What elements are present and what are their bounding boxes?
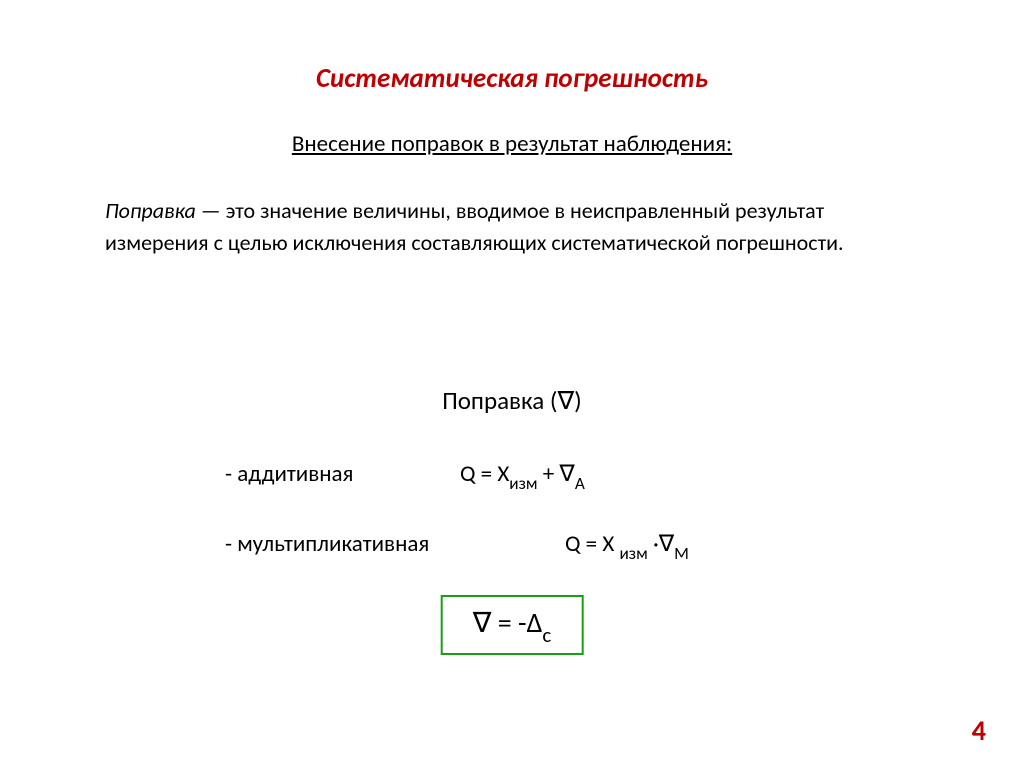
expr-sub: изм xyxy=(509,473,537,494)
expr-sub: А xyxy=(575,473,585,494)
box-formula-text: ∇ = -Δ xyxy=(473,605,543,640)
expr-text: Q = X xyxy=(565,530,619,558)
definition-dash: — xyxy=(196,197,226,224)
multiplicative-row: - мультипликативная Q = X изм ·∇М xyxy=(225,530,855,558)
slide-title: Систематическая погрешность xyxy=(0,62,1024,95)
correction-heading: Поправка (∇) xyxy=(0,385,1024,416)
additive-label: - аддитивная xyxy=(225,460,353,488)
slide: Систематическая погрешность Внесение поп… xyxy=(0,0,1024,768)
definition-term: Поправка xyxy=(105,197,196,224)
additive-row: - аддитивная Q = Xизм + ∇А xyxy=(225,460,805,488)
additive-expression: Q = Xизм + ∇А xyxy=(460,460,585,492)
expr-sub: М xyxy=(674,543,689,564)
multiplicative-label: - мультипликативная xyxy=(225,530,429,558)
page-number: 4 xyxy=(972,713,986,748)
slide-subtitle: Внесение поправок в результат наблюдения… xyxy=(0,130,1024,158)
definition-paragraph: Поправка — это значение величины, вводим… xyxy=(105,195,925,259)
expr-text: ·∇ xyxy=(648,530,674,558)
expr-sub: изм xyxy=(619,543,647,564)
box-formula-sub: с xyxy=(542,622,551,648)
expr-text: + ∇ xyxy=(538,460,575,488)
multiplicative-expression: Q = X изм ·∇М xyxy=(565,530,689,562)
expr-text: Q = X xyxy=(460,460,509,488)
boxed-formula: ∇ = -Δс xyxy=(441,595,584,655)
